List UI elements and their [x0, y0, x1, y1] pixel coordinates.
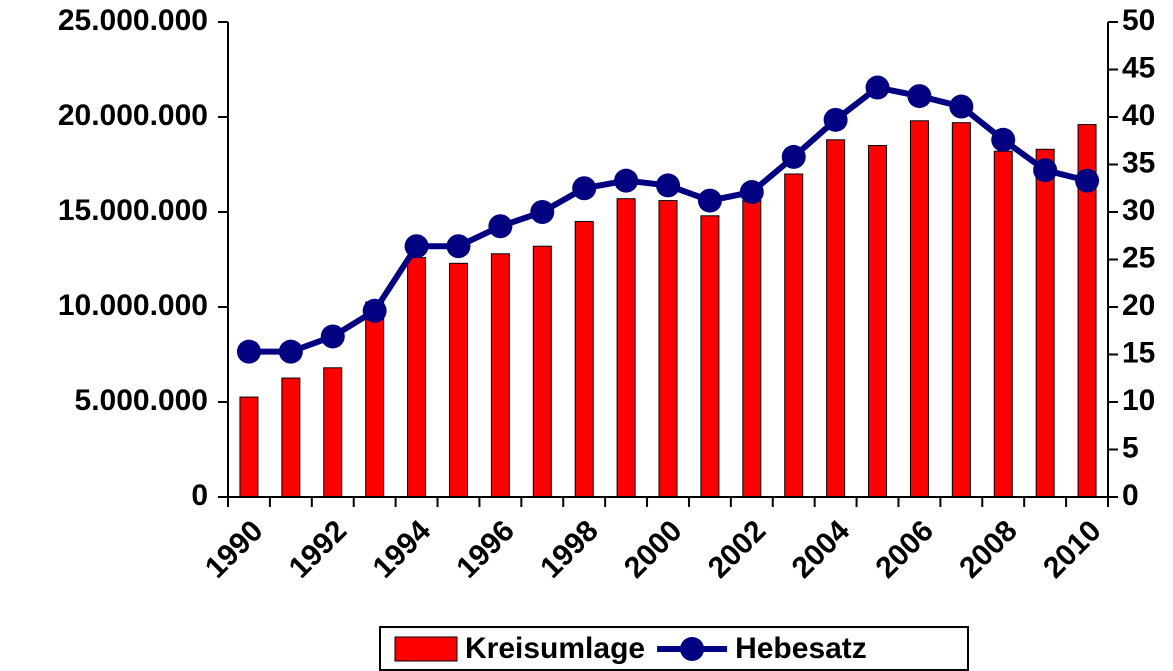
- legend: Kreisumlage Hebesatz: [379, 626, 969, 671]
- bar: [532, 245, 552, 498]
- y-tick-label: 5.000.000: [75, 384, 208, 417]
- marker: [823, 107, 848, 132]
- bar: [993, 150, 1013, 498]
- bar: [658, 200, 678, 498]
- y-tick-label: 0: [191, 479, 208, 512]
- marker: [572, 176, 597, 201]
- legend-swatch: [394, 636, 458, 662]
- marker: [781, 144, 806, 169]
- marker: [362, 298, 387, 323]
- bar: [700, 215, 720, 498]
- bar: [281, 377, 301, 498]
- bar: [784, 173, 804, 498]
- x-tick-label: 2004: [786, 514, 857, 585]
- x-tick-label: 2010: [1037, 514, 1108, 585]
- bar: [1035, 148, 1055, 498]
- y2-tick-label: 25: [1122, 241, 1155, 274]
- y2-tick-label: 10: [1122, 384, 1155, 417]
- marker: [278, 339, 303, 364]
- marker: [404, 234, 429, 259]
- marker: [865, 75, 890, 100]
- x-tick-label: 2006: [869, 514, 940, 585]
- y2-tick-label: 5: [1122, 431, 1139, 464]
- y2-tick-label: 0: [1122, 479, 1139, 512]
- bar: [868, 145, 888, 498]
- marker: [320, 324, 345, 349]
- y-tick-label: 20.000.000: [58, 99, 208, 132]
- marker: [656, 173, 680, 198]
- y2-tick-label: 45: [1122, 51, 1155, 84]
- x-tick-label: 2000: [618, 514, 689, 585]
- marker: [697, 188, 722, 213]
- y-tick-label: 15.000.000: [58, 194, 208, 227]
- x-tick-label: 1992: [283, 514, 354, 585]
- y2-tick-label: 35: [1122, 146, 1155, 179]
- bar: [323, 367, 343, 498]
- bar: [951, 122, 971, 498]
- bar: [490, 253, 510, 498]
- marker: [907, 84, 932, 109]
- bar: [365, 301, 385, 498]
- marker: [614, 168, 639, 193]
- bar: [574, 221, 594, 498]
- marker: [1075, 168, 1100, 193]
- x-tick-label: 1994: [367, 514, 438, 585]
- marker: [488, 214, 513, 239]
- legend-label: Hebesatz: [735, 632, 867, 665]
- x-tick-label: 2008: [953, 514, 1024, 585]
- marker: [739, 180, 764, 205]
- y-tick-label: 25.000.000: [58, 4, 208, 37]
- bar: [909, 120, 929, 498]
- y2-tick-label: 20: [1122, 289, 1155, 322]
- marker: [949, 94, 974, 119]
- marker: [991, 127, 1016, 152]
- marker: [446, 234, 471, 259]
- y2-tick-label: 15: [1122, 336, 1155, 369]
- bar: [407, 257, 427, 498]
- x-tick-label: 1996: [450, 514, 521, 585]
- x-tick-label: 1990: [199, 514, 270, 585]
- y2-tick-label: 50: [1122, 4, 1155, 37]
- marker: [236, 339, 261, 364]
- bar: [742, 200, 762, 498]
- bar: [616, 198, 636, 498]
- legend-label: Kreisumlage: [465, 632, 645, 665]
- bar: [448, 262, 468, 498]
- x-tick-label: 1998: [534, 514, 605, 585]
- x-tick-label: 2002: [702, 514, 773, 585]
- y2-tick-label: 30: [1122, 194, 1155, 227]
- bar: [826, 139, 846, 498]
- y2-tick-label: 40: [1122, 99, 1155, 132]
- y-tick-label: 10.000.000: [58, 289, 208, 322]
- marker: [1033, 158, 1058, 183]
- marker: [530, 200, 555, 224]
- bar: [239, 396, 259, 498]
- legend-marker: [680, 637, 705, 661]
